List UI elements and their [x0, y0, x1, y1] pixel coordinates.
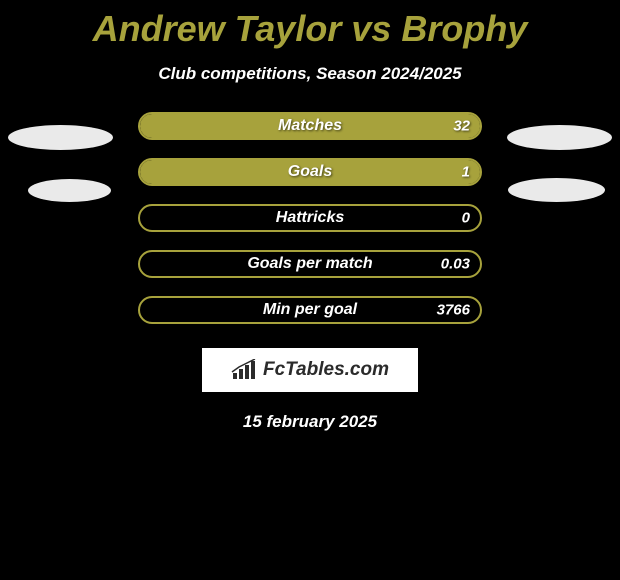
- stat-value: 1: [462, 164, 470, 181]
- stat-label: Matches: [278, 117, 342, 135]
- stat-row: Hattricks 0: [138, 204, 482, 232]
- stat-value: 32: [453, 118, 470, 135]
- fctables-logo: FcTables.com: [202, 348, 418, 392]
- comparison-date: 15 february 2025: [0, 412, 620, 432]
- stat-row: Goals per match 0.03: [138, 250, 482, 278]
- stat-row: Min per goal 3766: [138, 296, 482, 324]
- stat-label: Hattricks: [276, 209, 344, 227]
- comparison-subtitle: Club competitions, Season 2024/2025: [0, 64, 620, 84]
- bar-chart-icon: [231, 359, 257, 381]
- stat-label: Goals per match: [247, 255, 372, 273]
- decor-ellipse-bottom-left: [28, 179, 111, 202]
- stat-row: Matches 32: [138, 112, 482, 140]
- comparison-title: Andrew Taylor vs Brophy: [0, 0, 620, 50]
- logo-text: FcTables.com: [263, 359, 389, 381]
- stat-row: Goals 1: [138, 158, 482, 186]
- stat-label: Min per goal: [263, 301, 357, 319]
- decor-ellipse-bottom-right: [508, 178, 605, 202]
- decor-ellipse-top-right: [507, 125, 612, 150]
- stat-value: 0: [462, 210, 470, 227]
- stat-label: Goals: [288, 163, 332, 181]
- stat-value: 3766: [437, 302, 470, 319]
- stat-value: 0.03: [441, 256, 470, 273]
- decor-ellipse-top-left: [8, 125, 113, 150]
